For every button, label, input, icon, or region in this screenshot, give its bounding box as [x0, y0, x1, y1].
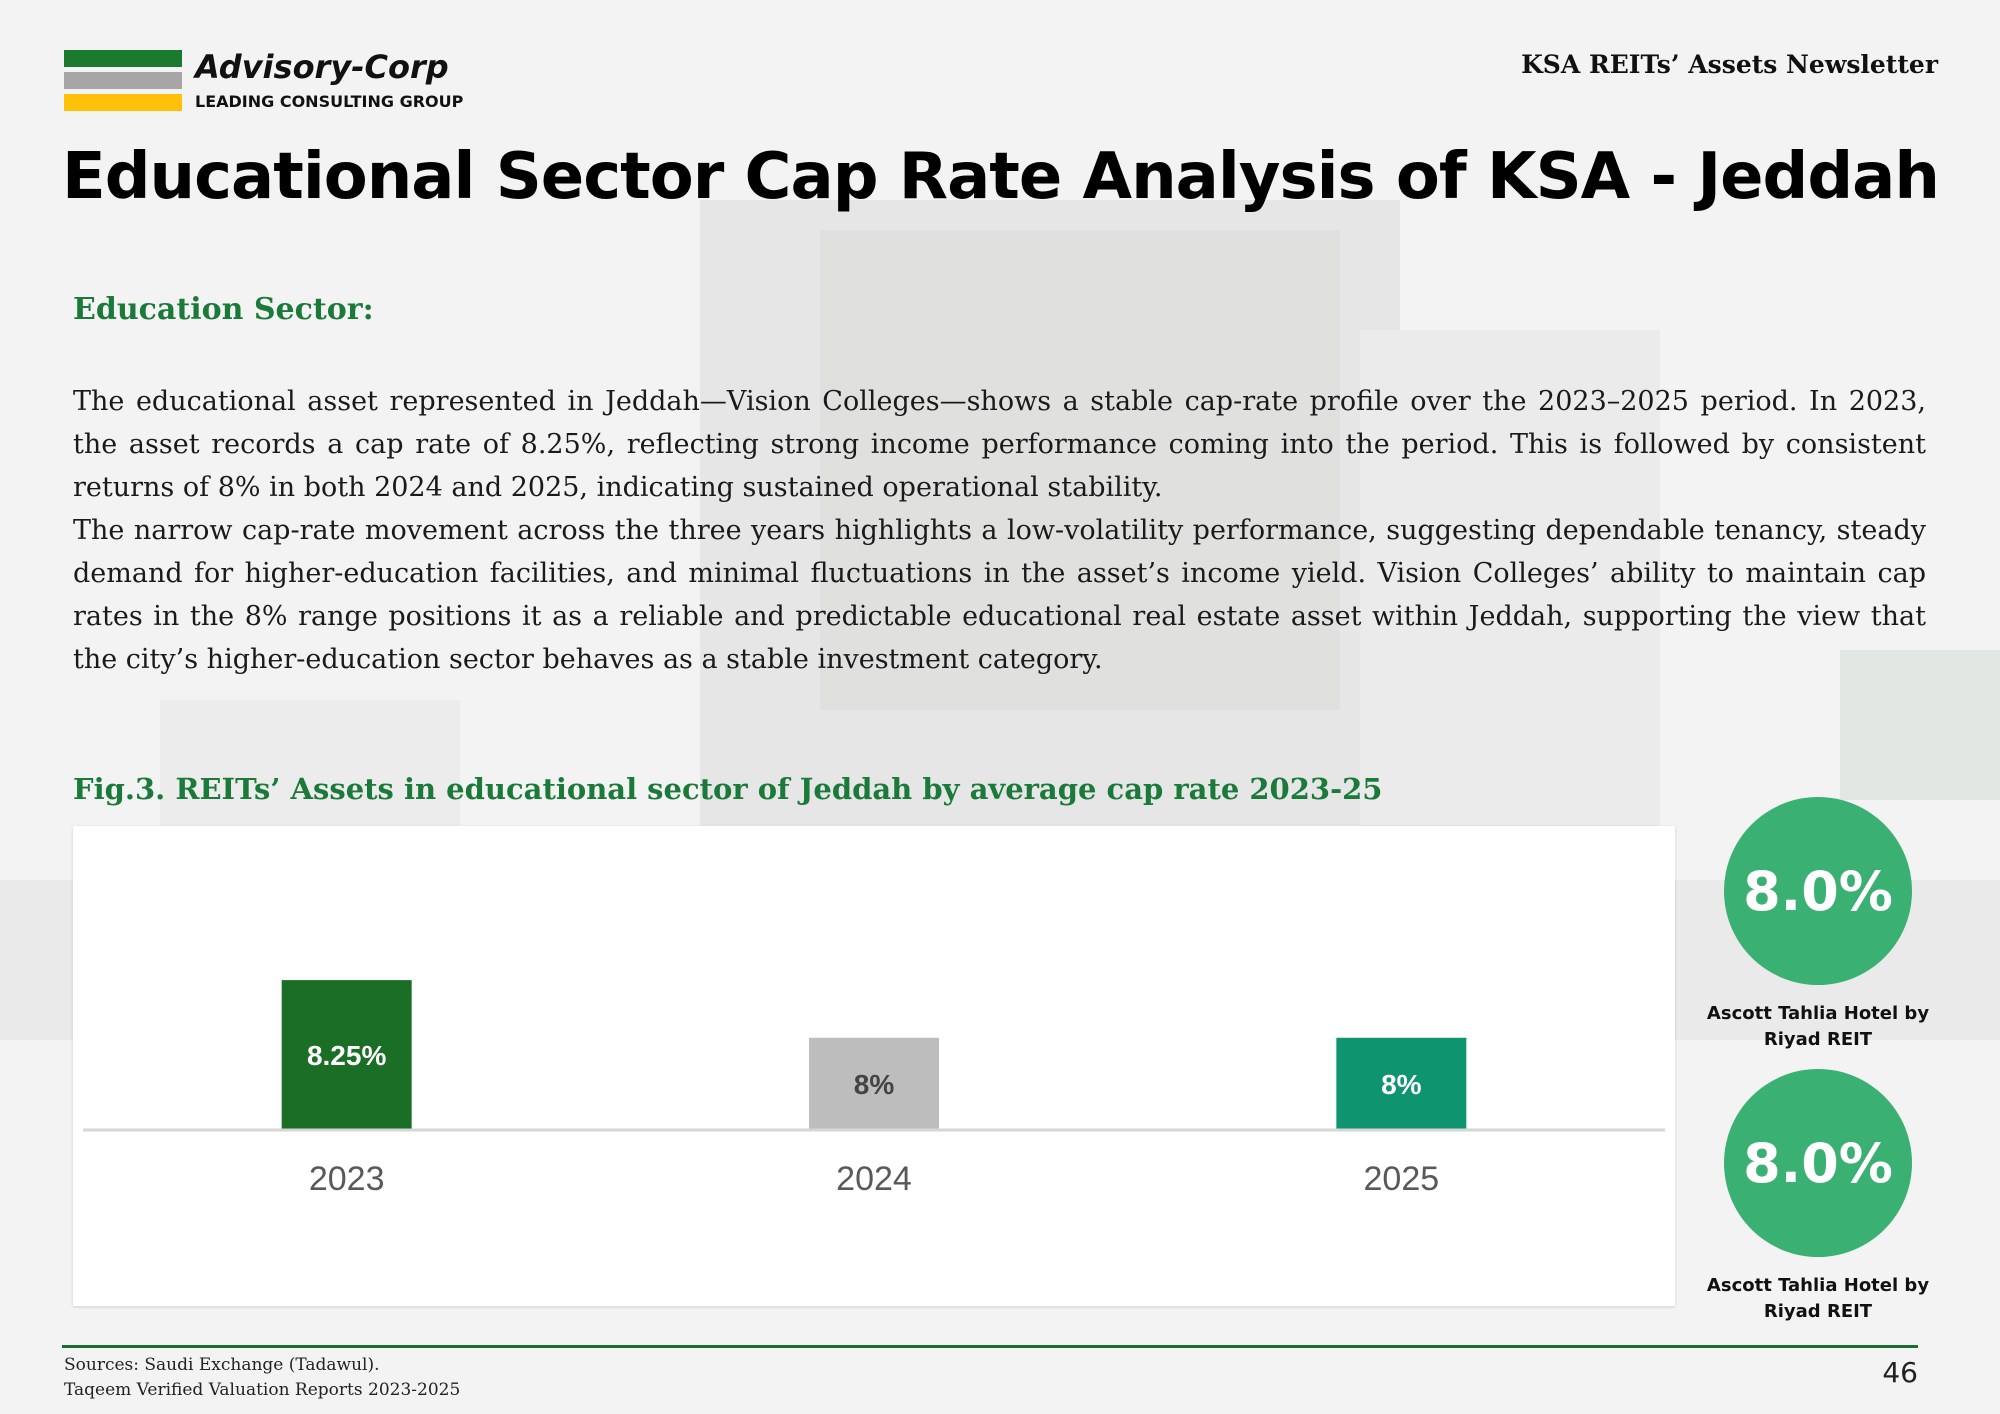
bar-value-label: 8%: [854, 1069, 895, 1100]
stat-label: Ascott Tahlia Hotel by Riyad REIT: [1703, 1001, 1933, 1053]
body-paragraph: The educational asset represented in Jed…: [73, 386, 1926, 503]
source-line: Taqeem Verified Valuation Reports 2023-2…: [64, 1380, 461, 1400]
footer-divider: [62, 1345, 1918, 1348]
source-line: Sources: Saudi Exchange (Tadawul).: [64, 1355, 380, 1375]
body-text: The educational asset represented in Jed…: [73, 380, 1926, 681]
figure-caption: Fig.3. REITs’ Assets in educational sect…: [73, 772, 1383, 806]
body-paragraph: The narrow cap-rate movement across the …: [73, 515, 1926, 675]
stat-label-line: Riyad REIT: [1763, 1029, 1873, 1050]
page-number: 46: [1882, 1356, 1918, 1389]
stat-card: 8.0% Ascott Tahlia Hotel by Riyad REIT: [1703, 1069, 1933, 1325]
chart-bar: [1336, 1037, 1467, 1130]
logo-bar-green: [64, 50, 182, 67]
logo-bar-yellow: [64, 94, 182, 111]
bar-chart-svg: 8.25% 2023 8% 2024 8% 2025: [83, 980, 1665, 1198]
newsletter-title: KSA REITs’ Assets Newsletter: [1521, 50, 1938, 79]
logo-bar-gray: [64, 72, 182, 89]
stat-circle: 8.0%: [1724, 797, 1912, 985]
chart-bar: [281, 980, 412, 1130]
x-tick-label: 2023: [309, 1160, 385, 1198]
stat-label-line: Ascott Tahlia Hotel by: [1706, 1275, 1930, 1296]
stat-label-line: Riyad REIT: [1763, 1301, 1873, 1322]
section-heading: Education Sector:: [73, 292, 374, 327]
stat-card: 8.0% Ascott Tahlia Hotel by Riyad REIT: [1703, 797, 1933, 1053]
x-tick-label: 2024: [836, 1160, 912, 1198]
bar-value-label: 8%: [1381, 1069, 1422, 1100]
brand-tagline: LEADING CONSULTING GROUP: [195, 92, 464, 111]
bar-chart: 8.25% 2023 8% 2024 8% 2025: [73, 826, 1675, 1306]
x-tick-label: 2025: [1364, 1160, 1440, 1198]
chart-bar: [809, 1037, 939, 1130]
brand-name: Advisory-Corp: [195, 48, 449, 86]
stat-label-line: Ascott Tahlia Hotel by: [1706, 1003, 1930, 1024]
stat-label: Ascott Tahlia Hotel by Riyad REIT: [1703, 1273, 1933, 1325]
stat-circle: 8.0%: [1724, 1069, 1912, 1257]
page-title: Educational Sector Cap Rate Analysis of …: [62, 140, 1940, 214]
brand-logo: [64, 50, 182, 116]
bar-value-label: 8.25%: [307, 1040, 386, 1071]
sources-note: Sources: Saudi Exchange (Tadawul). Taqee…: [64, 1353, 460, 1403]
